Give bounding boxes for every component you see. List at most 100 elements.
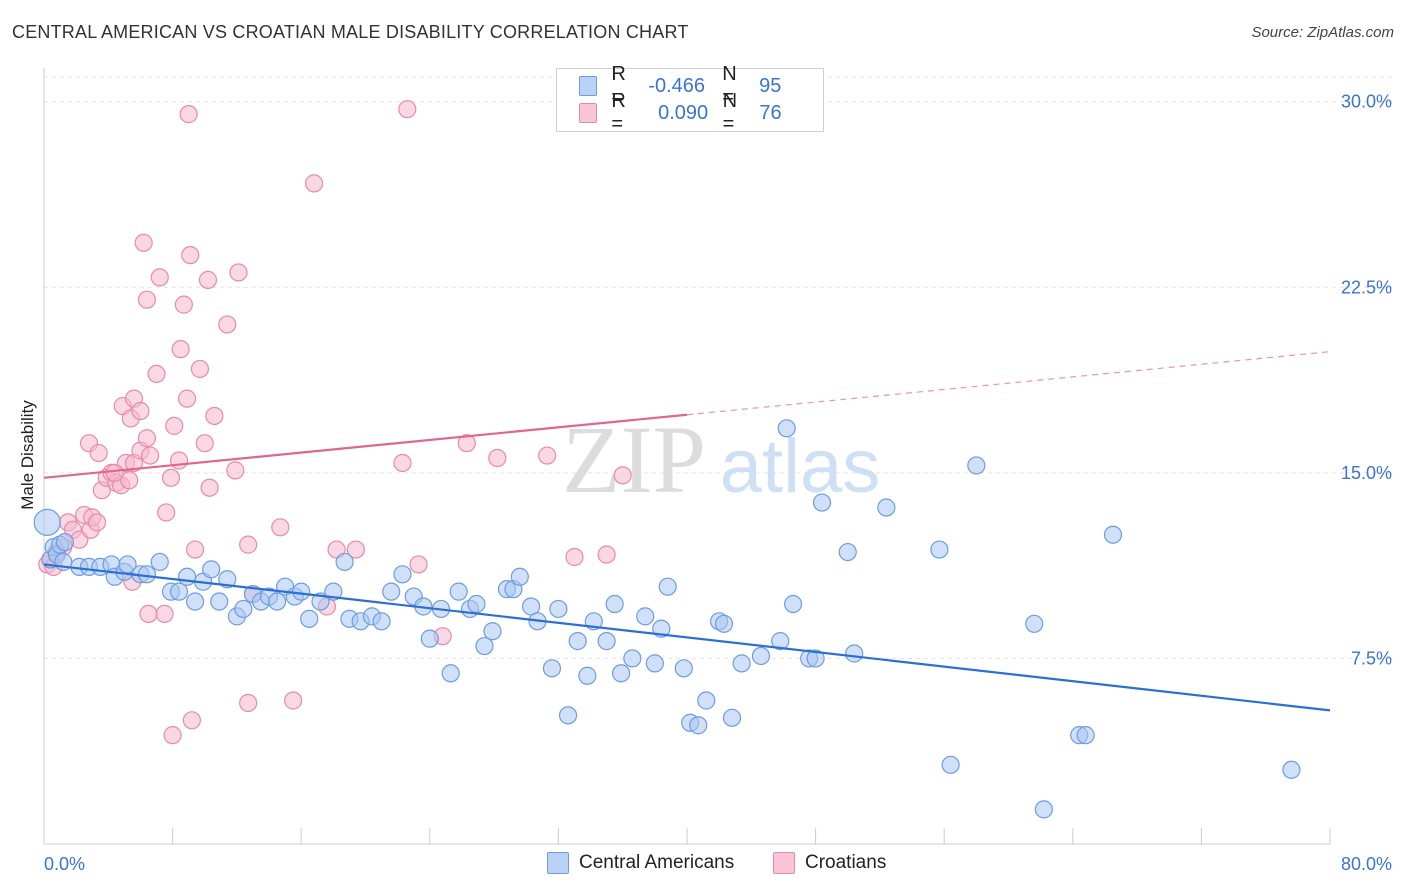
central-americans-point <box>645 654 664 673</box>
central-americans-point <box>783 594 803 614</box>
central-americans-point <box>771 632 790 651</box>
central-americans-point <box>1103 525 1123 544</box>
n-value-croatians: 76 <box>759 101 782 124</box>
croatians-point <box>134 233 153 252</box>
croatians-point <box>169 451 189 470</box>
central-americans-point <box>33 508 61 536</box>
croatians-point <box>198 270 218 289</box>
croatians-point <box>409 555 428 574</box>
legend-row-central-americans: R = -0.466 N = 95 <box>579 63 823 108</box>
legend-label-central-americans: Central Americans <box>579 852 735 873</box>
central-americans-point <box>605 594 624 614</box>
central-americans-point <box>623 649 642 668</box>
r-label: R = <box>611 63 626 108</box>
central-americans-point <box>941 755 960 774</box>
central-americans-point <box>1076 726 1095 745</box>
croatians-point <box>155 604 174 624</box>
central-americans-point <box>674 659 693 678</box>
y-tick-label: 7.5% <box>1351 648 1392 668</box>
croatians-point <box>165 416 184 435</box>
central-americans-points <box>33 419 1301 819</box>
croatians-point <box>120 471 139 490</box>
croatians-point <box>538 446 557 465</box>
croatians-point <box>239 693 258 713</box>
central-americans-point <box>777 419 796 438</box>
x-tick-label-min: 0.0% <box>44 854 85 874</box>
central-americans-point <box>1034 800 1053 819</box>
croatians-point <box>186 540 205 559</box>
n-label: N = <box>722 90 738 135</box>
y-tick-label: 22.5% <box>1341 277 1392 297</box>
central-americans-point <box>930 540 949 559</box>
croatians-point <box>161 468 181 487</box>
central-americans-point <box>393 565 412 584</box>
central-americans-point <box>689 716 708 735</box>
croatians-point <box>147 364 166 384</box>
croatians-point <box>200 478 219 497</box>
central-americans-point <box>420 629 439 648</box>
central-americans-point <box>838 542 857 562</box>
grid-lines <box>44 76 1392 659</box>
central-americans-point <box>658 577 677 596</box>
central-americans-point <box>611 664 631 683</box>
croatians-point <box>177 389 197 408</box>
legend-item-central-americans[interactable]: Central Americans <box>547 852 734 874</box>
pink-swatch <box>579 103 598 123</box>
croatians-point <box>218 315 237 334</box>
croatians-point <box>137 429 156 448</box>
central-americans-point <box>845 644 864 663</box>
croatians-point <box>457 434 476 453</box>
croatians-point <box>597 545 616 564</box>
croatians-point <box>179 105 198 124</box>
croatians-points <box>38 100 632 745</box>
central-americans-point <box>751 646 771 666</box>
croatians-point <box>137 290 156 309</box>
central-americans-point <box>267 592 287 611</box>
central-americans-point <box>234 599 253 619</box>
croatians-point <box>87 513 107 532</box>
croatians-point <box>171 340 190 359</box>
croatians-point <box>398 100 417 119</box>
central-americans-point <box>578 666 597 685</box>
source-label: Source: ZipAtlas.com <box>1251 24 1394 41</box>
croatians-point <box>304 174 324 193</box>
central-americans-point <box>441 664 460 683</box>
central-americans-point <box>714 614 734 633</box>
axes <box>43 68 1331 845</box>
central-americans-point <box>722 708 742 727</box>
watermark-atlas: atlas <box>720 424 881 509</box>
central-americans-point <box>300 609 319 628</box>
central-americans-point <box>55 533 74 552</box>
croatians-point <box>613 466 632 485</box>
central-americans-point <box>510 567 529 586</box>
legend-item-croatians[interactable]: Croatians <box>773 852 886 874</box>
central-americans-point <box>877 498 896 517</box>
central-americans-point <box>475 636 494 656</box>
central-americans-point <box>568 632 587 651</box>
watermark-zip: ZIP <box>562 406 706 513</box>
central-americans-point <box>335 552 354 572</box>
central-americans-point <box>1025 614 1044 633</box>
croatians-point <box>139 604 158 624</box>
central-americans-point <box>967 456 986 475</box>
croatians-point <box>393 453 412 473</box>
y-tick-label: 30.0% <box>1341 92 1392 112</box>
croatians-point <box>205 406 224 426</box>
croatians-point <box>157 503 176 522</box>
central-americans-point <box>636 607 655 626</box>
correlation-legend: R = -0.466 N = 95 R = 0.090 N = 76 <box>556 63 824 135</box>
blue-swatch <box>579 76 598 96</box>
central-americans-point <box>732 654 751 673</box>
r-value-central-americans: -0.466 <box>648 74 706 97</box>
croatians-point <box>565 547 584 567</box>
central-americans-point <box>210 592 229 611</box>
tick-labels: 7.5% 15.0% 22.5% 30.0% 0.0% 80.0% <box>44 92 1392 874</box>
central-americans-point <box>806 649 825 668</box>
central-americans-point <box>292 582 311 601</box>
croatians-point <box>239 535 258 554</box>
croatians-point <box>174 295 193 314</box>
n-label: N = <box>722 63 737 108</box>
r-value-croatians: 0.090 <box>658 101 709 124</box>
central-americans-point <box>202 560 221 579</box>
croatians-point <box>284 691 303 710</box>
